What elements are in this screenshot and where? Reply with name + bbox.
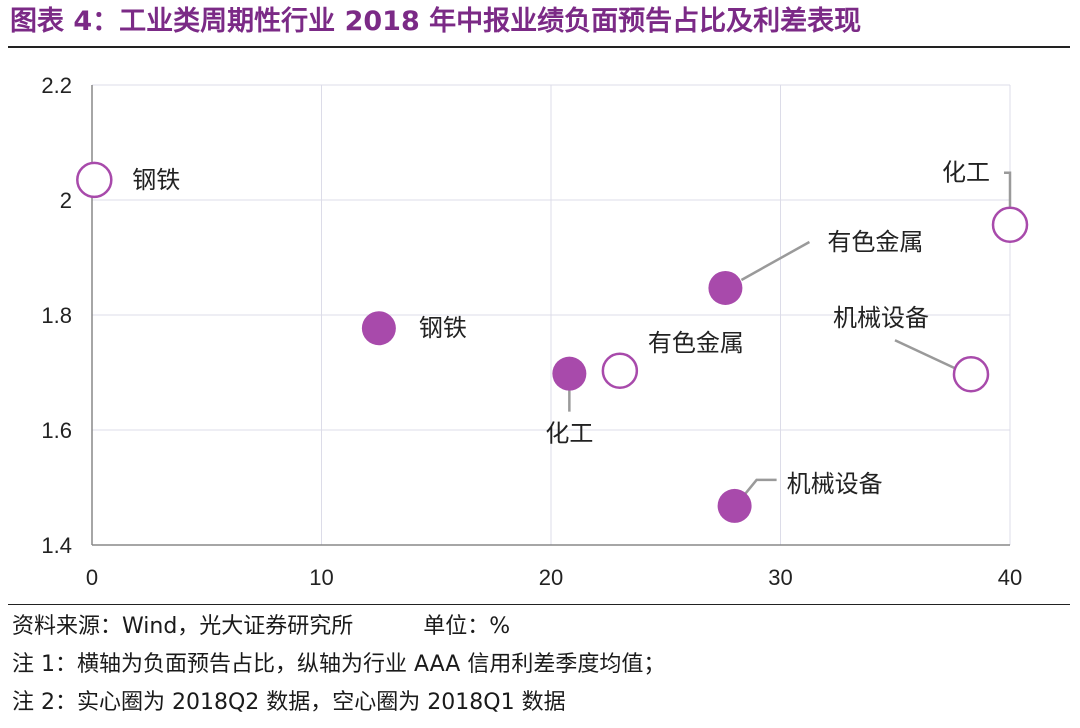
point-label: 有色金属 [827, 228, 923, 256]
y-tick-label: 2 [60, 188, 72, 213]
point-label: 有色金属 [648, 329, 744, 357]
x-tick-label: 30 [768, 565, 792, 590]
title-underline [8, 46, 1070, 48]
x-tick-label: 40 [998, 565, 1022, 590]
point-label: 化工 [545, 420, 593, 448]
point-2018q1 [76, 161, 113, 199]
y-tick-label: 1.8 [41, 303, 72, 328]
point-label: 钢铁 [419, 314, 467, 342]
source-text: 资料来源：Wind，光大证券研究所 [12, 614, 354, 639]
y-tick-label: 2.2 [41, 73, 72, 98]
x-tick-label: 0 [86, 565, 98, 590]
point-2018q2 [717, 488, 752, 523]
leader-line [1004, 171, 1012, 207]
point-2018q2 [708, 270, 743, 305]
x-tick-label: 10 [309, 565, 333, 590]
leader-line [740, 240, 811, 282]
point-2018q1 [952, 355, 990, 393]
y-tick-label: 1.6 [41, 418, 72, 443]
chart-title: 图表 4：工业类周期性行业 2018 年中报业绩负面预告占比及利差表现 [10, 6, 862, 37]
note-1: 注 1：横轴为负面预告占比，纵轴为行业 AAA 信用利差季度均值； [12, 652, 666, 677]
point-label: 化工 [942, 159, 990, 187]
point-label: 钢铁 [132, 166, 180, 194]
point-2018q2 [361, 311, 396, 346]
source-note: 资料来源：Wind，光大证券研究所 单位：% [12, 612, 510, 642]
x-tick-label: 20 [539, 565, 563, 590]
leader-line [894, 339, 956, 370]
unit-text: 单位：% [423, 614, 511, 639]
notes-divider [8, 604, 1070, 605]
point-2018q1 [991, 206, 1029, 243]
point-label: 机械设备 [833, 304, 929, 332]
point-2018q1 [601, 352, 639, 390]
point-2018q2 [552, 356, 587, 391]
note-2: 注 2：实心圈为 2018Q2 数据，空心圈为 2018Q1 数据 [12, 690, 566, 715]
y-tick-label: 1.4 [41, 533, 72, 558]
point-label: 机械设备 [787, 470, 883, 498]
